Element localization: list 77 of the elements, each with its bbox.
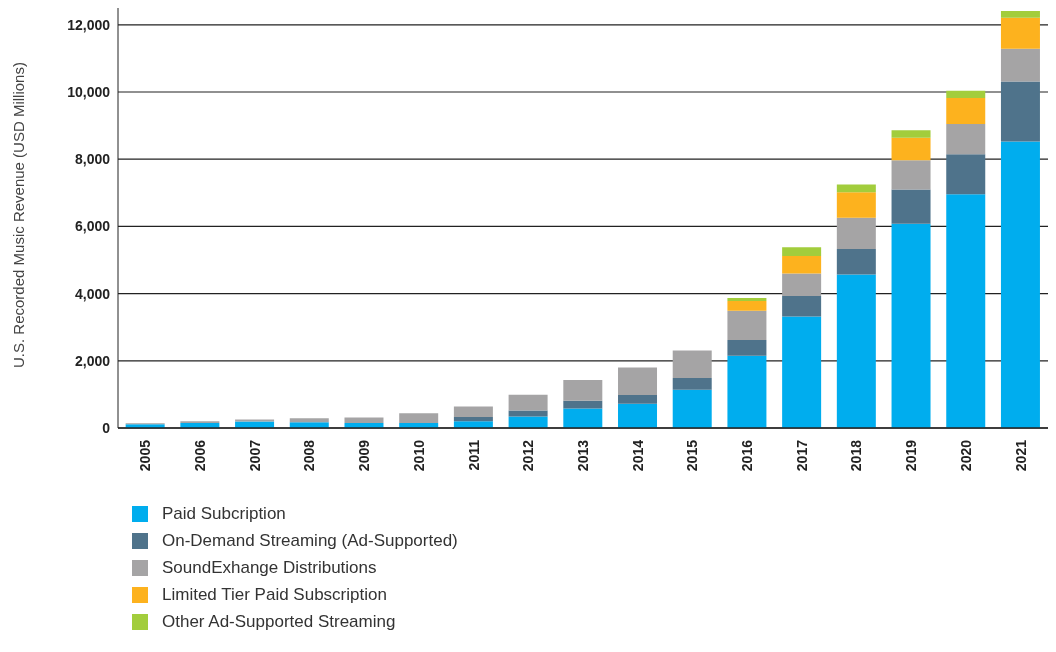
x-tick-label: 2012 [520, 439, 537, 472]
bar [453, 406, 493, 417]
bar [399, 413, 439, 423]
bar [563, 379, 603, 401]
y-tick-label: 4,000 [74, 285, 111, 302]
bar [618, 403, 658, 428]
bar [782, 316, 822, 428]
bar [727, 310, 767, 340]
bar [1000, 11, 1040, 18]
bar [946, 123, 986, 155]
x-tick-label: 2010 [410, 439, 427, 472]
bar [891, 189, 931, 224]
bar [836, 274, 876, 428]
x-tick-label: 2015 [684, 439, 701, 472]
x-tick-label: 2020 [957, 439, 974, 472]
legend-label: Other Ad-Supported Streaming [162, 611, 396, 632]
x-tick-label: 2005 [137, 439, 154, 472]
bar [618, 395, 658, 404]
y-tick-label: 2,000 [74, 352, 111, 369]
y-tick-label: 12,000 [67, 16, 111, 33]
bar [1000, 48, 1040, 82]
y-tick-label: 6,000 [74, 218, 111, 235]
bar [946, 194, 986, 428]
x-tick-label: 2007 [246, 439, 263, 472]
x-tick-label: 2019 [903, 439, 920, 472]
x-tick-label: 2009 [356, 439, 373, 472]
bar [946, 98, 986, 124]
bar [508, 394, 548, 411]
legend-label: On-Demand Streaming (Ad-Supported) [162, 530, 458, 551]
legend-label: Limited Tier Paid Subscription [162, 584, 387, 605]
bar [344, 417, 384, 423]
bar [782, 247, 822, 256]
bar [782, 273, 822, 296]
bar [289, 418, 329, 423]
y-tick-label: 10,000 [67, 83, 111, 100]
bar [563, 400, 603, 409]
bar [672, 389, 712, 428]
bar [727, 355, 767, 428]
bar [1000, 141, 1040, 428]
bar [563, 408, 603, 428]
bar [727, 300, 767, 311]
bar [946, 154, 986, 195]
bar [235, 419, 275, 422]
bar [946, 90, 986, 99]
x-tick-label: 2006 [192, 439, 208, 472]
y-tick-label: 8,000 [74, 151, 111, 168]
legend-label: SoundExhange Distributions [162, 557, 377, 578]
legend-label: Paid Subcription [162, 503, 286, 524]
x-tick-label: 2018 [848, 439, 865, 472]
bar [727, 339, 767, 356]
bar [836, 217, 876, 249]
bar [891, 160, 931, 190]
bar [782, 295, 822, 317]
x-tick-label: 2017 [793, 439, 810, 472]
bar [836, 184, 876, 193]
y-tick-label: 0 [102, 419, 111, 436]
bar [672, 377, 712, 390]
x-tick-label: 2016 [739, 439, 756, 472]
y-axis-title: U.S. Recorded Music Revenue (USD Millions) [10, 62, 28, 368]
bar [1000, 81, 1040, 142]
bar [508, 410, 548, 417]
bar [891, 137, 931, 161]
bar [836, 192, 876, 218]
bar [836, 248, 876, 275]
bar [727, 297, 767, 301]
x-tick-label: 2008 [301, 439, 318, 472]
x-tick-label: 2021 [1012, 439, 1029, 472]
x-tick-label: 2014 [629, 439, 646, 472]
bar [618, 367, 658, 396]
x-tick-label: 2013 [574, 439, 591, 472]
x-tick-label: 2011 [465, 439, 482, 471]
bar [891, 223, 931, 428]
bar [782, 255, 822, 274]
bar [891, 130, 931, 138]
bar [672, 350, 712, 378]
bar [453, 416, 493, 422]
bar [1000, 17, 1040, 49]
